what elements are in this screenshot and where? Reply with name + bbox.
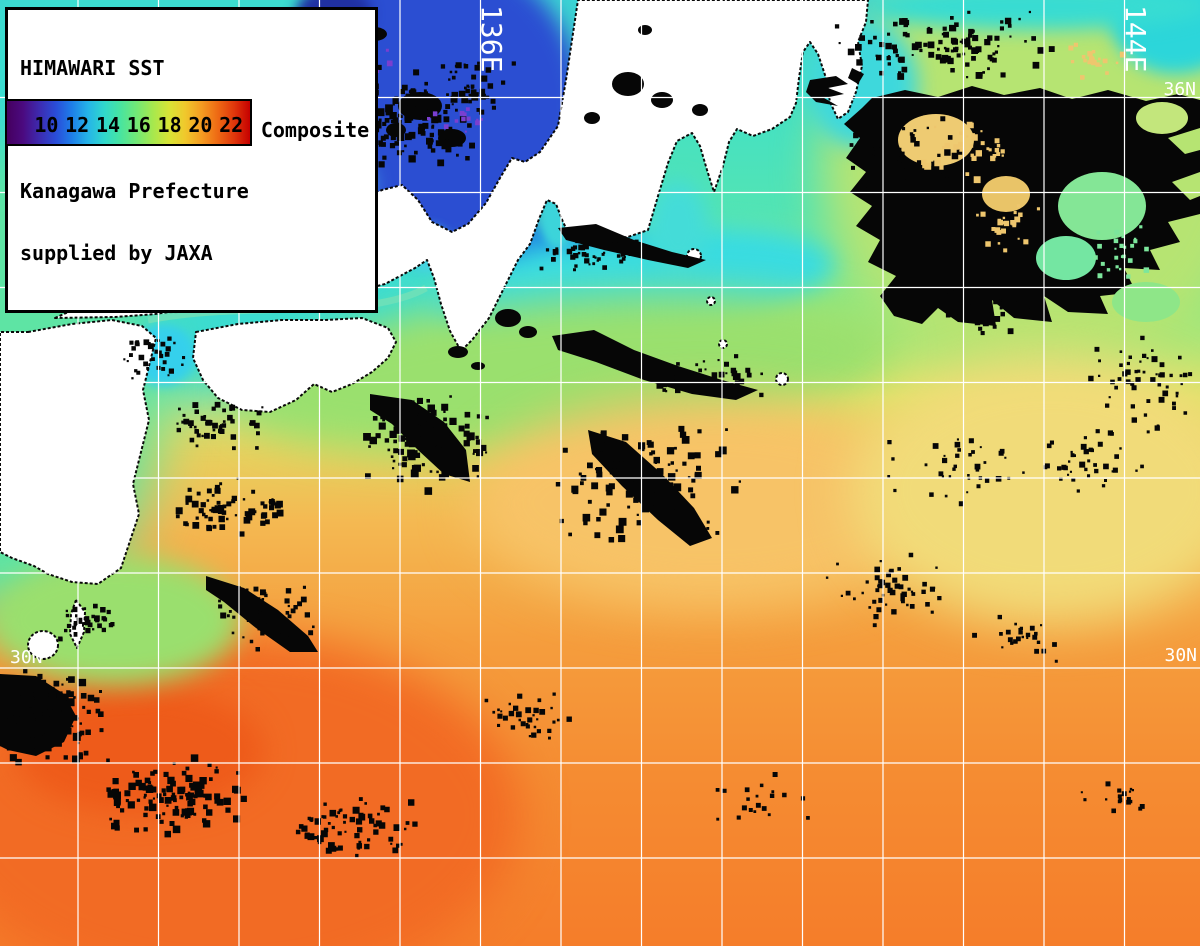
grid-label: 30N <box>1164 645 1197 666</box>
lat-lon-labels: 136E 144E 36N 30N 30N <box>10 5 1197 668</box>
cloud-claw-small <box>848 68 864 84</box>
cloud-coast <box>495 309 521 327</box>
grid-label: 30N <box>10 647 43 668</box>
cloud-speckle-cluster <box>176 401 264 451</box>
colorbar-tick: 10 <box>34 112 59 137</box>
cloud-speckle-cluster <box>539 239 639 272</box>
info-line-product: HIMAWARI SST <box>20 56 165 80</box>
cloud-speckle-cluster <box>1088 335 1193 436</box>
cloud-hole-tan <box>982 176 1030 212</box>
colorbar-tick: 12 <box>65 112 90 137</box>
cloud-speckle-cluster <box>656 354 764 398</box>
cloud-speckle-cluster <box>555 425 741 543</box>
cloud-speckle-cluster <box>175 477 284 537</box>
cloud-speckle-cluster <box>428 61 516 115</box>
izu-island <box>706 296 716 306</box>
cloud-kii <box>471 362 485 370</box>
cloud-speckle-cluster <box>715 772 810 821</box>
cloud-speckle-cluster <box>123 336 186 380</box>
colorbar-tick: 16 <box>126 112 151 137</box>
info-line-region: Kanagawa Prefecture <box>20 179 249 203</box>
cloud-hole-green <box>1112 282 1180 322</box>
izu-island <box>718 339 728 349</box>
yakushima-island <box>27 630 59 660</box>
colorbar-tick: 18 <box>157 112 182 137</box>
cloud-speckle-cluster <box>921 121 1005 184</box>
temperature-colorbar: 10 12 14 16 18 20 22 <box>5 99 252 146</box>
cloud-speckle-cluster <box>933 270 1040 336</box>
cloud-over-land <box>584 112 600 124</box>
sea-region-right-yellow <box>850 355 1200 625</box>
cloud-coast <box>519 326 537 338</box>
info-line-supplier: supplied by JAXA <box>20 240 213 265</box>
cloud-over-land <box>692 104 708 116</box>
cloud-kii <box>448 346 468 358</box>
grid-label: 36N <box>1163 79 1196 100</box>
cloud-speckle-cluster <box>1068 42 1126 80</box>
cloud-speckle-cluster <box>0 669 104 766</box>
cloud-band-ise-coast <box>558 224 706 268</box>
colorbar-tick: 14 <box>95 112 121 137</box>
cloud-speckle-cluster <box>1093 225 1150 279</box>
sea-region-kyushu-south-green <box>0 555 240 685</box>
cloud-over-land <box>612 72 644 96</box>
colorbar-tick: 22 <box>219 112 244 137</box>
cloud-speckle-cluster <box>1043 432 1144 493</box>
cloud-speckle-cluster <box>484 692 572 740</box>
cloud-speckle-cluster <box>218 582 315 652</box>
cloud-streak-midocean <box>588 430 712 546</box>
cloud-speckle-cluster <box>1080 781 1145 814</box>
cloud-hole-green <box>1136 102 1188 134</box>
map-info-box: HIMAWARI SST 2026/02/11(UTC) Day Composi… <box>5 7 378 313</box>
cloud-speckle-cluster <box>972 614 1058 663</box>
cloud-hole-green <box>1036 236 1096 280</box>
shikoku-landmass <box>192 317 397 413</box>
cloud-hole-tan <box>898 114 974 166</box>
cloud-speckle-cluster <box>834 10 1055 80</box>
cloud-speckle-cluster <box>825 552 942 628</box>
izu-island <box>775 372 789 386</box>
cloud-over-land <box>638 25 652 35</box>
cloud-band-enshu <box>370 394 470 482</box>
cloud-speckle-cluster <box>849 116 967 209</box>
grid-label: 144E <box>1119 5 1152 72</box>
cloud-speckle-cluster <box>887 438 1025 507</box>
cloud-hole-green <box>1058 172 1146 240</box>
cloud-over-land <box>651 92 673 108</box>
colorbar-tick: 20 <box>188 112 213 137</box>
cloud-speckle-cluster <box>295 797 418 858</box>
cloud-speckle-cluster <box>106 754 247 838</box>
cloud-claw-tokyo-bay <box>806 76 848 106</box>
cloud-speckle-cluster <box>427 107 483 133</box>
grid-label: 136E <box>475 5 508 72</box>
cloud-speckle-cluster <box>363 395 489 495</box>
cloud-speckle-cluster <box>58 603 115 642</box>
cloud-speckle-cluster <box>976 204 1040 253</box>
